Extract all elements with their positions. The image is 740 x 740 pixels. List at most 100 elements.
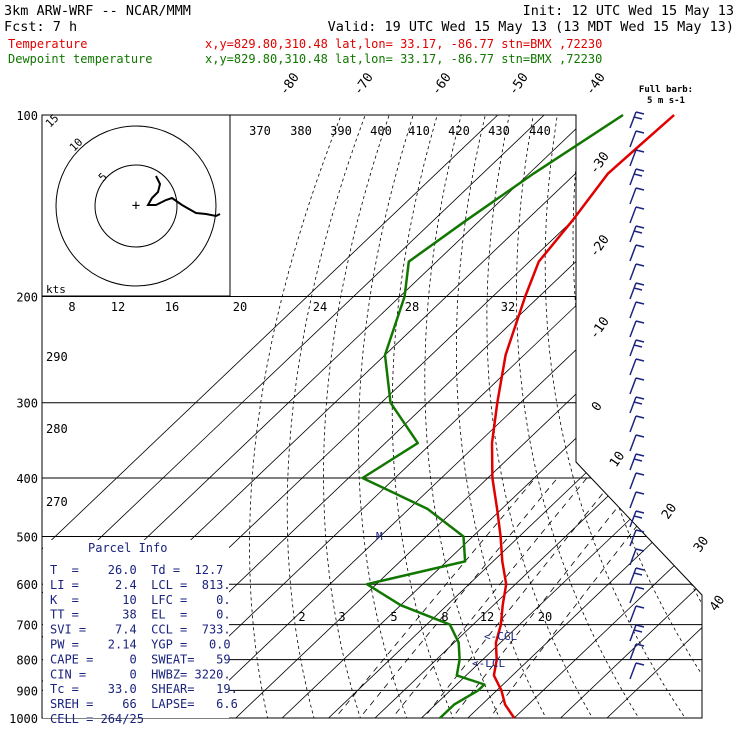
pressure-label-500: 500 [16, 530, 38, 544]
wind-barb-flag [635, 339, 645, 343]
hodograph-ring-outer [55, 125, 217, 287]
dry-adiabat [486, 115, 601, 718]
wind-barb-flag [635, 434, 645, 438]
temperature-line [490, 114, 675, 719]
isotherm-label: -80 [277, 70, 303, 98]
mixing-ratio-label: 2 [298, 610, 305, 624]
dry-adiabat [391, 115, 460, 718]
parcel-annotation: <-CCL [484, 630, 517, 643]
wind-barb [629, 472, 637, 490]
isotherm-label: -70 [351, 70, 377, 98]
pressure-label-400: 400 [16, 472, 38, 486]
parcel-annotation: <-LCL [472, 657, 505, 670]
parcel-info-row: Tc = 33.0 SHEAR= 19. [50, 682, 238, 696]
hodograph-speed-label: 32 [501, 300, 515, 314]
wind-barb-flag [635, 130, 645, 134]
isotherm-label: 20 [659, 501, 680, 522]
pressure-label-800: 800 [16, 654, 38, 668]
wind-barb [629, 130, 637, 148]
parcel-info-row: CELL = 264/25 [50, 712, 144, 726]
wind-barb [629, 320, 637, 338]
hodograph-origin: + [132, 198, 140, 214]
wind-barb-flag [635, 605, 645, 609]
wind-barb [629, 586, 637, 604]
theta-label: 400 [370, 124, 392, 138]
mixing-ratio-label: 5 [390, 610, 397, 624]
wind-barb [629, 282, 637, 300]
wind-barb-flag [633, 458, 643, 462]
pressure-label-900: 900 [16, 684, 38, 698]
mixing-ratio-label: 20 [538, 610, 552, 624]
wind-barb-flag [635, 415, 645, 419]
isotherm [42, 115, 545, 718]
isotherm-label: 40 [707, 593, 728, 614]
dry-adiabat [544, 115, 695, 718]
theta-label: 390 [330, 124, 352, 138]
wind-barb [629, 244, 637, 262]
wind-barb [629, 662, 637, 680]
isotherm [175, 115, 702, 718]
wind-barb [629, 567, 637, 585]
parcel-info-row: CAPE = 0 SWEAT= 59 [50, 652, 231, 666]
wind-barb [629, 491, 637, 509]
wind-barb-flag [633, 629, 643, 633]
profiles: M <-CCL <-LCL [361, 113, 675, 719]
theta-left-label: 290 [46, 350, 68, 364]
pressure-label-200: 200 [16, 291, 38, 305]
wind-barb [629, 396, 637, 414]
mixing-ratio-lines [324, 477, 675, 718]
theta-label: 440 [529, 124, 551, 138]
parcel-info-row: PW = 2.14 YGP = 0.0 [50, 638, 231, 652]
hodograph-speed-label: 12 [111, 300, 125, 314]
pressure-label-700: 700 [16, 619, 38, 633]
dry-adiabat [599, 115, 702, 718]
wind-barb [629, 111, 637, 129]
wind-barb-flag [633, 230, 643, 234]
isotherm [546, 115, 702, 718]
wind-barb-flag [635, 111, 645, 115]
hodograph-speed-label: 8 [68, 300, 75, 314]
hodograph-trace [146, 175, 221, 218]
temperature-location: x,y=829.80,310.48 lat,lon= 33.17, -86.77… [205, 37, 602, 51]
wind-barb [629, 415, 637, 433]
diagram-frame [41, 114, 703, 719]
dry-adiabat [456, 115, 554, 718]
parcel-info-row: CIN = 0 HWBZ= 3220. [50, 667, 231, 681]
wind-barb-flag [633, 572, 643, 576]
hodograph-speed-label: 16 [165, 300, 179, 314]
wind-barb-flag [635, 225, 645, 229]
theta-label: 410 [408, 124, 430, 138]
dry-adiabat [725, 115, 740, 731]
init-time: Init: 12 UTC Wed 15 May 13 [523, 3, 734, 19]
wind-barb [629, 510, 637, 528]
wind-barb-flag [635, 320, 645, 324]
wind-barb-flag [633, 515, 643, 519]
isotherm [500, 115, 702, 718]
wind-barb [629, 301, 637, 319]
parcel-info-row: T = 26.0 Td = 12.7 [50, 563, 223, 577]
mixing-ratio-line [324, 477, 536, 718]
mixing-ratio-line [479, 477, 675, 718]
wind-barb-flag [635, 206, 645, 210]
parcel-info-row: SREH = 66 LAPSE= 6.6 [50, 697, 238, 711]
parcel-info-row: TT = 38 EL = 0. [50, 608, 231, 622]
wind-barb-flag [633, 287, 643, 291]
wind-barb [629, 624, 637, 642]
wind-barb-flag [635, 567, 645, 571]
dry-adiabat [249, 115, 342, 718]
wind-barb-flag [635, 662, 645, 666]
dewpoint-line [361, 113, 624, 719]
dewpoint-location: x,y=829.80,310.48 lat,lon= 33.17, -86.77… [205, 52, 602, 66]
theta-label: 370 [249, 124, 271, 138]
parcel-info-row: K = 10 LFC = 0. [50, 593, 231, 607]
hodograph: + 15 10 5 kts [41, 112, 231, 297]
mixing-ratio-label: 12 [480, 610, 494, 624]
isotherm-label: -10 [587, 314, 613, 342]
wind-barb-flag [633, 116, 643, 120]
wind-barb-flag [633, 344, 643, 348]
dry-adiabat [424, 115, 507, 718]
pressure-label-1000: 1000 [9, 712, 38, 726]
isotherm-label: -50 [506, 70, 532, 98]
theta-label: 380 [290, 124, 312, 138]
